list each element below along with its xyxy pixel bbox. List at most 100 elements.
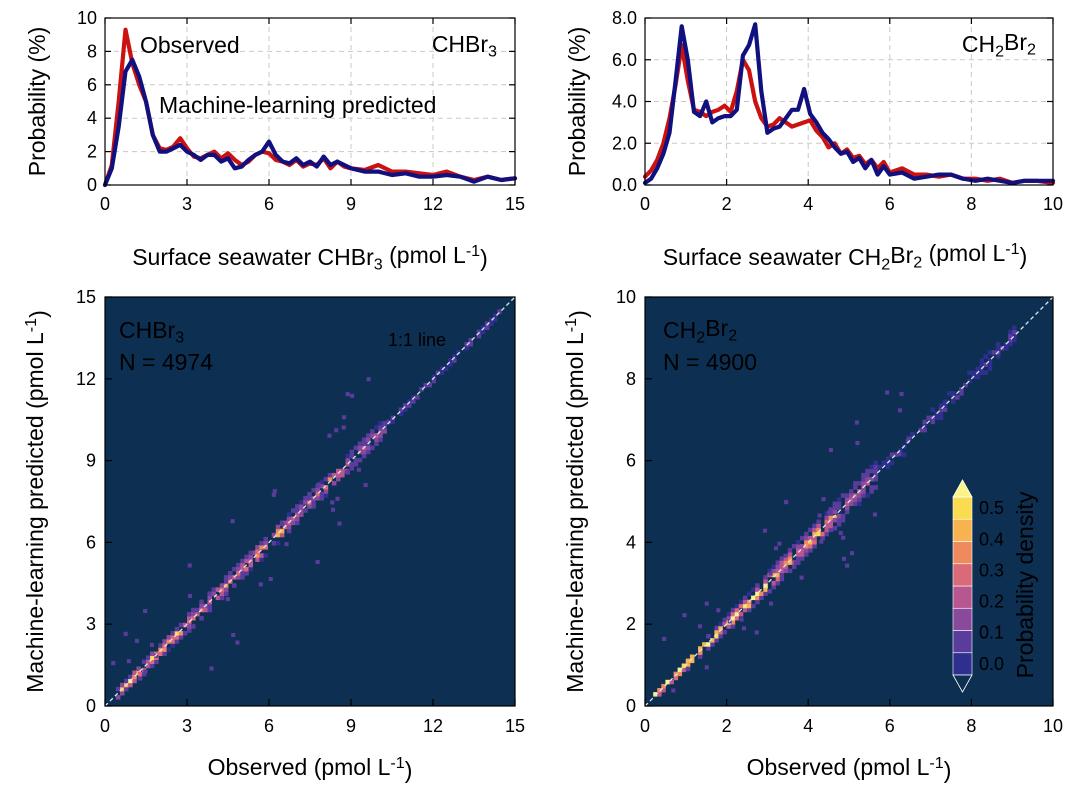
density-cell	[439, 370, 445, 376]
density-cell	[123, 631, 128, 636]
density-cell	[800, 548, 805, 553]
x-tick-label: 15	[505, 716, 525, 736]
density-cell	[714, 634, 719, 639]
x-axis-label-part: -1	[1005, 240, 1019, 258]
density-cell	[162, 647, 167, 652]
density-cell	[796, 540, 801, 545]
density-cell	[323, 476, 329, 482]
density-cell	[983, 362, 989, 367]
x-axis-label-part: Surface seawater CH	[663, 244, 882, 270]
density-cell	[248, 554, 253, 560]
density-cell	[240, 575, 245, 580]
density-cell	[995, 346, 1001, 351]
density-cell	[187, 616, 192, 621]
density-cell	[240, 562, 245, 568]
density-cell	[873, 460, 878, 466]
density-cell	[158, 643, 163, 648]
density-cell	[812, 523, 817, 529]
density-cell	[476, 333, 482, 339]
density-cell	[361, 441, 367, 446]
density-cell	[170, 631, 176, 636]
density-cell	[783, 560, 789, 565]
x-tick-label: 10	[1043, 194, 1063, 214]
density-cell	[374, 425, 379, 430]
density-cell	[779, 560, 785, 565]
density-cell	[951, 391, 956, 396]
density-cell	[775, 568, 781, 574]
density-cell	[855, 441, 860, 446]
y-tick-label: 12	[76, 369, 96, 389]
density-cell	[730, 611, 736, 617]
density-cell	[134, 638, 139, 643]
density-cell	[979, 370, 985, 376]
density-cell	[769, 601, 774, 606]
y-tick-label: 2.0	[612, 133, 637, 153]
density-cell	[930, 407, 936, 412]
y-tick-label: 0	[86, 696, 96, 716]
x-tick-label: 6	[264, 194, 274, 214]
density-cell	[682, 613, 687, 618]
density-cell	[763, 587, 768, 592]
y-tick-label: 4	[87, 108, 97, 128]
density-cell	[844, 505, 850, 511]
density-cell	[938, 415, 944, 421]
density-cell	[311, 500, 316, 505]
density-cell	[244, 558, 249, 564]
density-cell	[228, 571, 233, 576]
density-cell	[796, 560, 801, 565]
y-axis-label-part: )	[565, 310, 591, 318]
density-cell	[124, 678, 129, 684]
density-cell	[295, 504, 300, 509]
density-cell	[762, 528, 767, 533]
density-cell	[987, 366, 993, 371]
density-cell	[698, 624, 703, 629]
colorbar-segment	[952, 630, 973, 654]
density-cell	[295, 512, 300, 517]
plot-frame	[104, 296, 516, 707]
density-cell	[236, 571, 241, 576]
density-cell	[836, 517, 842, 523]
density-cell	[975, 374, 980, 380]
y-tick-label: 6	[86, 532, 96, 552]
y-axis-label: Machine-learning predicted (pmol L-1)	[22, 310, 51, 693]
density-cell	[132, 678, 137, 684]
density-cell	[885, 456, 891, 461]
panel-title-part: 2	[696, 329, 705, 347]
density-cell	[755, 595, 760, 601]
density-cell	[808, 527, 813, 533]
density-cell	[793, 561, 798, 566]
density-cell	[337, 521, 342, 526]
density-cell	[209, 666, 214, 671]
density-cell	[136, 666, 141, 671]
x-tick-label: 0	[640, 716, 650, 736]
density-cell	[751, 587, 756, 592]
density-cell	[869, 477, 874, 482]
x-axis-label-part: )	[405, 757, 413, 783]
density-cell	[816, 519, 821, 524]
density-cell	[706, 646, 711, 651]
x-axis-label-part: -1	[390, 754, 404, 772]
density-cell	[259, 545, 264, 550]
density-cell	[382, 421, 387, 426]
density-cell	[215, 587, 221, 592]
density-cell	[783, 564, 789, 569]
density-cell	[946, 391, 952, 396]
density-cell	[258, 582, 263, 587]
panel-title-part: CH	[962, 31, 995, 57]
density-cell	[286, 512, 292, 517]
density-cell	[353, 462, 359, 467]
density-cell	[800, 535, 805, 541]
density-cell	[452, 354, 457, 359]
density-cell	[340, 472, 345, 478]
density-cell	[824, 527, 829, 533]
y-axis-label-part: Machine-learning predicted (pmol L	[562, 332, 588, 693]
density-cell	[187, 611, 192, 617]
density-cell	[402, 403, 408, 408]
density-cell	[174, 639, 180, 644]
density-cell	[370, 433, 375, 438]
observed-series-line	[642, 43, 1056, 185]
density-cell	[361, 437, 367, 442]
density-cell	[275, 528, 281, 534]
density-cell	[828, 507, 834, 512]
x-tick-label: 0	[100, 194, 110, 214]
